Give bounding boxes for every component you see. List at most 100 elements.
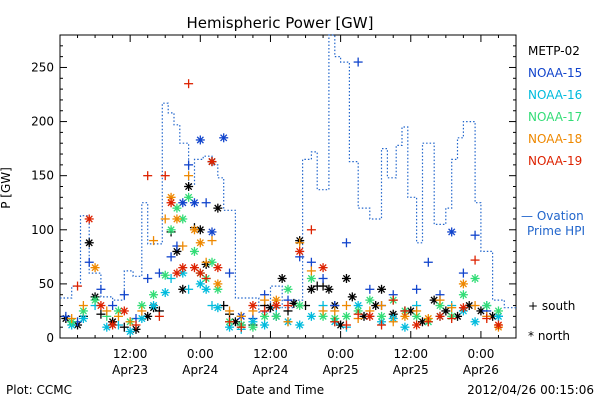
data-point-north [341,273,351,283]
legend-item: NOAA-15 [528,66,582,80]
data-point-north [306,311,316,321]
y-axis-label: P [GW] [0,167,13,209]
data-point-north [295,301,305,311]
data-point-north [178,198,188,208]
data-point-south [119,290,129,300]
marker-stroke [149,301,158,310]
data-point-north [207,227,217,237]
data-point-south [184,284,194,294]
data-point-north [400,322,410,332]
data-point-north [166,198,176,208]
marker-stroke [202,285,210,293]
marker-stroke [296,321,304,329]
data-point-north [195,135,205,145]
data-point-north [283,284,293,294]
marker-stroke [442,307,450,315]
data-point-south [143,273,153,283]
data-point-north [195,238,205,248]
data-point-north [417,317,427,327]
marker-stroke [278,274,286,283]
data-point-south [341,301,351,311]
x-tick-date: Apr24 [182,363,218,377]
marker-stroke [471,318,479,326]
data-point-north [213,263,223,273]
marker-stroke [185,193,193,201]
data-point-south [225,306,235,316]
marker-stroke [296,301,304,310]
data-point-south [341,320,351,330]
x-axis-label: Date and Time [236,383,324,397]
data-point-north [271,301,281,311]
marker-legend-item: * north [528,329,570,343]
data-point-south [377,320,387,330]
data-point-north [447,227,457,237]
data-point-north [172,203,182,213]
marker-stroke [401,323,409,331]
data-point-north [441,306,451,316]
marker-stroke [208,228,216,236]
data-point-north [166,225,176,235]
data-point-south [108,301,118,311]
data-point-south [260,306,270,316]
data-point-south [283,317,293,327]
marker-stroke [436,301,444,310]
data-point-north [248,301,258,311]
data-point-north [213,203,223,213]
marker-stroke [337,321,345,329]
marker-stroke [319,312,327,320]
data-point-south [423,317,433,327]
marker-stroke [97,301,105,310]
data-point-south [377,301,387,311]
data-point-south [470,230,480,240]
marker-stroke [459,291,467,299]
marker-stroke [342,274,351,283]
data-point-south [154,311,164,321]
marker-stroke [190,247,199,256]
data-point-north [149,301,159,311]
data-point-south [201,257,211,267]
data-point-south [388,295,398,305]
data-point-south [201,198,211,208]
data-point-north [189,246,199,256]
marker-stroke [214,264,222,272]
data-point-north [365,295,375,305]
marker-stroke [284,285,292,293]
data-point-north [341,311,351,321]
marker-stroke [85,239,93,247]
marker-stroke [179,199,187,207]
marker-stroke [138,314,146,323]
data-point-north [412,320,422,330]
data-point-south [102,306,112,316]
marker-stroke [430,296,438,304]
legend-item: NOAA-18 [528,132,582,146]
marker-stroke [459,280,467,288]
data-point-south [306,225,316,235]
marker-stroke [173,215,181,223]
marker-stroke [225,323,234,331]
data-point-north [195,268,205,278]
data-point-south [131,320,141,330]
marker-stroke [190,264,199,272]
data-point-south [412,306,422,316]
data-point-south [125,317,135,327]
data-point-south [149,236,159,246]
legend-item: METP-02 [528,44,580,58]
marker-stroke [190,199,199,207]
legend-item: NOAA-19 [528,154,582,168]
marker-stroke [91,264,99,272]
marker-stroke [85,215,93,223]
marker-stroke [179,269,187,277]
y-tick-label: 200 [31,115,54,129]
x-tick-time: 0:00 [327,347,354,361]
data-point-north [207,157,217,167]
marker-stroke [185,182,193,191]
marker-stroke [319,264,327,272]
data-point-north [493,306,503,316]
x-tick-date: Apr25 [393,363,429,377]
data-point-north [78,314,88,324]
data-point-south [201,273,211,283]
data-point-north [189,225,199,235]
data-point-south [184,160,194,170]
marker-stroke [173,269,181,277]
